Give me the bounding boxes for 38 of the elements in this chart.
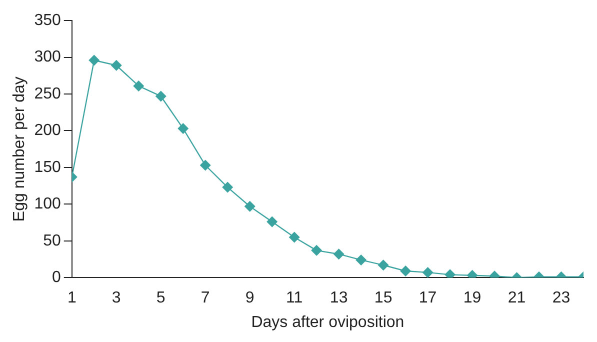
x-tick-label: 1	[67, 290, 76, 307]
x-tick-label: 7	[200, 290, 210, 307]
point	[110, 60, 122, 71]
y-tick-label: 0	[52, 269, 61, 286]
y-tick-label: 350	[34, 12, 61, 30]
point	[178, 123, 189, 134]
y-tick-label: 300	[34, 48, 61, 66]
y-tick-label: 100	[34, 196, 61, 213]
point	[400, 265, 412, 276]
point	[200, 160, 211, 171]
x-tick-label: 9	[245, 290, 254, 307]
x-tick-label: 19	[463, 290, 482, 307]
y-tick-label: 200	[34, 122, 61, 140]
point	[333, 248, 344, 260]
y-tick-label: 50	[43, 232, 61, 250]
point	[311, 244, 322, 256]
y-tick-label: 250	[34, 85, 61, 102]
point	[422, 266, 434, 278]
x-tick-label: 11	[286, 290, 303, 307]
point	[356, 254, 367, 266]
point	[133, 80, 144, 92]
point	[244, 200, 256, 212]
point	[288, 232, 300, 243]
point	[222, 182, 234, 193]
x-tick-label: 23	[552, 290, 570, 307]
x-axis-title: Days after oviposition	[251, 314, 404, 331]
point	[378, 260, 389, 271]
x-tick-label: 15	[374, 290, 392, 307]
x-tick-label: 21	[508, 290, 526, 307]
point	[88, 54, 100, 66]
x-tick-label: 5	[156, 290, 166, 307]
point	[155, 90, 166, 102]
y-axis-title: Egg number per day	[11, 76, 28, 222]
x-tick-label: 13	[330, 290, 348, 307]
x-tick-label: 17	[418, 290, 437, 307]
y-tick-label: 150	[34, 158, 61, 176]
x-tick-label: 3	[112, 290, 121, 307]
point	[266, 216, 278, 228]
